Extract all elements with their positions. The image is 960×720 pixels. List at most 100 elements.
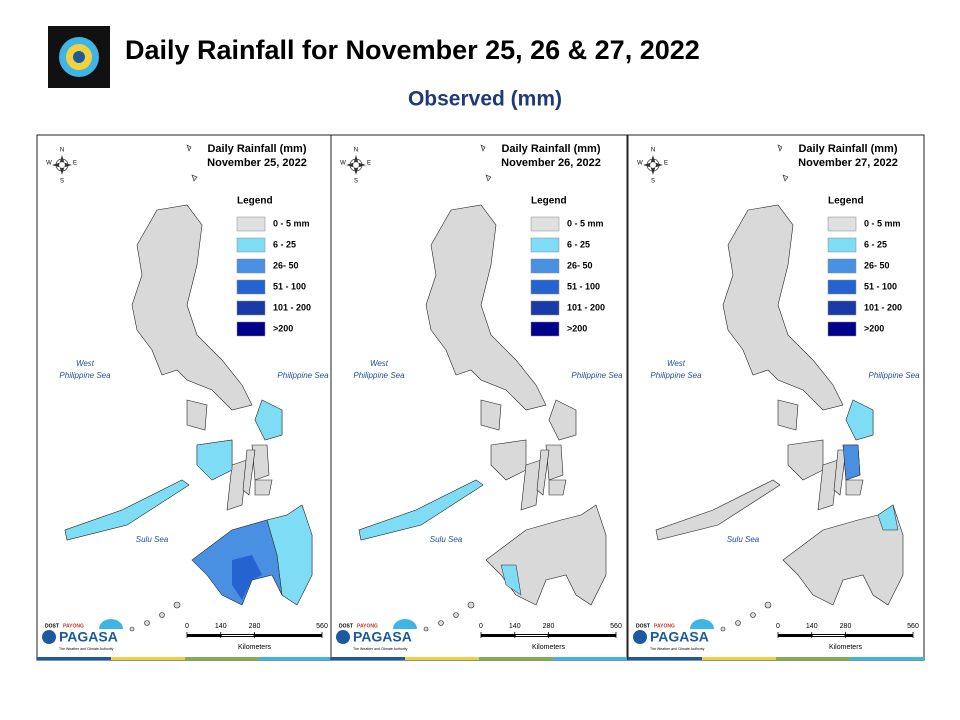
scale-unit: Kilometers — [829, 644, 863, 651]
legend-title: Legend — [531, 196, 567, 207]
legend-label: 26- 50 — [864, 260, 890, 270]
compass-letter: N — [651, 148, 655, 154]
legend-label: 0 - 5 mm — [567, 218, 604, 228]
compass-ring — [55, 158, 69, 172]
legend-label: 26- 50 — [567, 260, 593, 270]
scale-tick-label: 0 — [776, 623, 780, 630]
logo-dost: DOST — [636, 623, 650, 629]
logo-emblem — [633, 630, 647, 644]
sea-label: West — [76, 359, 95, 368]
logo-payong: PAYONG — [654, 623, 675, 629]
legend-swatch — [236, 300, 266, 316]
footer-stripe — [776, 657, 850, 660]
legend-swatch — [236, 258, 266, 274]
panel-heading: Daily Rainfall (mm) — [798, 143, 897, 155]
compass: N S E W — [46, 148, 77, 185]
legend-label: 101 - 200 — [273, 302, 311, 312]
compass-letter: N — [354, 148, 358, 154]
compass-letter: N — [60, 148, 64, 154]
scale-tick-label: 140 — [215, 623, 227, 630]
sea-label: Philippine Sea — [650, 371, 702, 380]
sea-label: Philippine Sea — [353, 371, 405, 380]
logo-name: PAGASA — [650, 629, 709, 645]
footer-stripe — [331, 657, 405, 660]
legend-label: 6 - 25 — [273, 239, 296, 249]
legend-swatch — [530, 321, 560, 337]
logo-tagline: The Weather and Climate Authority — [59, 647, 114, 651]
legend-label: >200 — [567, 323, 587, 333]
footer-stripe — [259, 657, 333, 660]
scale-bar-gap — [515, 635, 548, 636]
logo-umbrella — [99, 619, 123, 629]
legend-label: >200 — [864, 323, 884, 333]
legend-swatch — [827, 237, 857, 253]
compass-letter: W — [340, 161, 346, 167]
legend-swatch — [530, 237, 560, 253]
ministry-logo — [48, 26, 110, 88]
legend-label: 51 - 100 — [273, 281, 306, 291]
legend-swatch — [530, 216, 560, 232]
scale-bar-gap — [221, 635, 254, 636]
sea-label: Philippine Sea — [868, 371, 920, 380]
compass-letter: S — [354, 179, 358, 185]
sea-label: Sulu Sea — [430, 535, 463, 544]
compass-letter: E — [73, 161, 77, 167]
legend-swatch — [827, 321, 857, 337]
footer-stripe — [111, 657, 185, 660]
logo-name: PAGASA — [353, 629, 412, 645]
logo-tagline: The Weather and Climate Authority — [353, 647, 408, 651]
logo-dost: DOST — [45, 623, 59, 629]
legend-label: 6 - 25 — [864, 239, 887, 249]
logo-name: PAGASA — [59, 629, 118, 645]
legend-swatch — [530, 258, 560, 274]
compass-letter: E — [367, 161, 371, 167]
sea-label: West — [667, 359, 686, 368]
map-panel: N S E W Daily Rainfall (mm) November 27, 2022… — [627, 134, 925, 661]
legend-title: Legend — [237, 196, 273, 207]
scale-tick-label: 280 — [840, 623, 852, 630]
sea-label: Philippine Sea — [277, 371, 329, 380]
legend-swatch — [236, 279, 266, 295]
scale-unit: Kilometers — [532, 644, 566, 651]
panel-date: November 26, 2022 — [501, 157, 601, 169]
sea-label: West — [370, 359, 389, 368]
compass-letter: W — [46, 161, 52, 167]
footer-stripe — [702, 657, 776, 660]
legend-label: 51 - 100 — [567, 281, 600, 291]
legend-swatch — [827, 300, 857, 316]
compass-ring — [646, 158, 660, 172]
logo-payong: PAYONG — [63, 623, 84, 629]
compass-letter: S — [651, 179, 655, 185]
sea-label: Philippine Sea — [59, 371, 111, 380]
scale-bar-gap — [812, 635, 845, 636]
legend-label: 6 - 25 — [567, 239, 590, 249]
legend-swatch — [530, 300, 560, 316]
logo-umbrella — [690, 619, 714, 629]
map-panel: N S E W Daily Rainfall (mm) November 25, 2022… — [36, 134, 334, 661]
compass-ring — [349, 158, 363, 172]
panel-heading: Daily Rainfall (mm) — [501, 143, 600, 155]
sea-label: Sulu Sea — [136, 535, 169, 544]
legend-swatch — [236, 321, 266, 337]
scale-tick-label: 560 — [907, 623, 919, 630]
footer-stripe — [553, 657, 627, 660]
scale-tick-label: 0 — [185, 623, 189, 630]
logo-emblem — [42, 630, 56, 644]
scale-tick-label: 560 — [316, 623, 328, 630]
legend-label: 0 - 5 mm — [864, 218, 901, 228]
panel-date: November 27, 2022 — [798, 157, 898, 169]
legend-swatch — [827, 279, 857, 295]
footer-stripe — [185, 657, 259, 660]
legend-swatch — [827, 216, 857, 232]
footer-stripe — [37, 657, 111, 660]
compass: N S E W — [637, 148, 668, 185]
logo-tagline: The Weather and Climate Authority — [650, 647, 705, 651]
footer-stripe — [479, 657, 553, 660]
logo-payong: PAYONG — [357, 623, 378, 629]
legend-label: 26- 50 — [273, 260, 299, 270]
subtitle: Observed (mm) — [408, 88, 562, 111]
